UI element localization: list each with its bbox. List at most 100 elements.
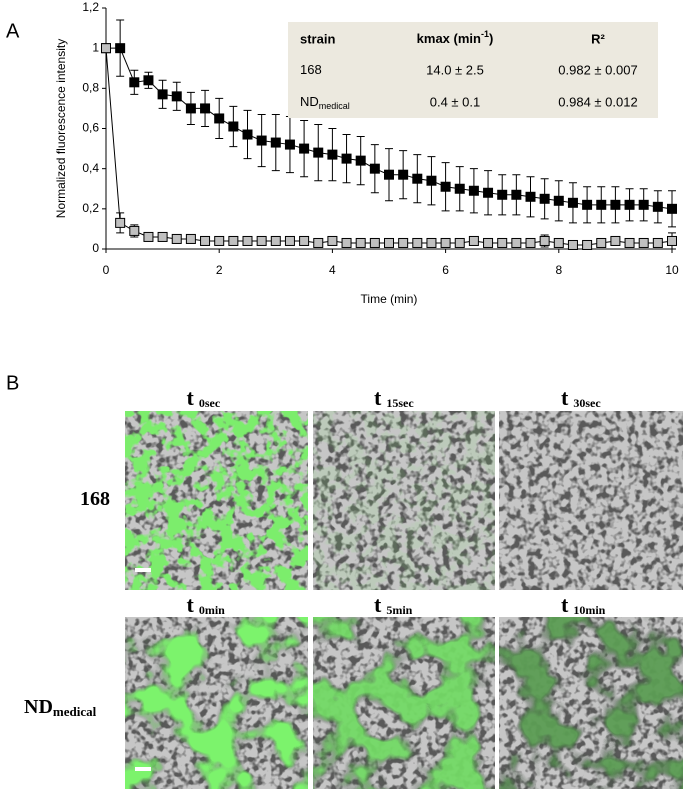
table-cell: 168 <box>300 62 322 77</box>
data-point <box>412 173 423 184</box>
data-point <box>327 235 338 246</box>
data-point <box>143 75 154 86</box>
data-point <box>384 237 394 248</box>
data-point <box>582 199 593 210</box>
time-t: t <box>187 592 195 617</box>
data-point <box>398 237 409 248</box>
data-point <box>652 237 663 248</box>
row-label-text: ND <box>24 696 53 718</box>
time-sub: 30sec <box>573 396 601 410</box>
table-cell: 0.982 ± 0.007 <box>558 62 637 77</box>
y-axis-label: Normalized fluorescence intensity <box>54 39 68 218</box>
y-tick-label: 0,8 <box>82 81 99 95</box>
data-point <box>638 237 649 248</box>
data-point <box>483 187 494 198</box>
time-sub: 0sec <box>199 396 221 410</box>
data-point <box>341 153 352 164</box>
y-tick-label: 0,4 <box>82 161 99 175</box>
time-t: t <box>187 385 195 410</box>
chart-panel: 0 0,2 0,4 0,6 0,8 1 1,2 0 2 4 6 8 10 Time (min) Normal… <box>54 0 679 306</box>
cell-tail: ) <box>489 31 493 46</box>
data-point <box>596 237 607 248</box>
data-point <box>171 91 182 102</box>
data-point <box>511 237 522 248</box>
y-tick-label: 1,2 <box>82 0 99 14</box>
data-point <box>256 135 267 146</box>
x-tick-label: 0 <box>103 263 110 277</box>
x-tick-label: 10 <box>665 263 679 277</box>
x-tick-label: 2 <box>216 263 223 277</box>
row-label: NDmedical <box>24 696 97 719</box>
scale-bar <box>135 767 151 771</box>
data-point <box>667 203 677 214</box>
time-sub: 5min <box>386 603 412 617</box>
table-cell: 14.0 ± 2.5 <box>426 62 484 77</box>
time-label: t 0min <box>187 592 226 617</box>
micrograph-green <box>313 411 495 590</box>
data-point <box>185 103 196 114</box>
data-point <box>143 231 154 242</box>
data-point <box>369 237 380 248</box>
data-point <box>115 43 126 54</box>
data-point <box>525 237 536 248</box>
data-point <box>483 237 494 248</box>
data-point <box>157 231 168 242</box>
data-point <box>284 139 295 150</box>
data-point <box>256 235 267 246</box>
time-label: t 15sec <box>374 385 414 410</box>
cell-sup: -1 <box>481 29 489 39</box>
data-point <box>369 163 380 174</box>
data-point <box>200 235 211 246</box>
data-point <box>355 155 366 166</box>
data-point <box>610 199 621 210</box>
micrograph-green <box>125 411 308 590</box>
data-point <box>284 235 295 246</box>
table-cell: strain <box>300 31 335 46</box>
data-point <box>468 235 479 246</box>
data-point <box>115 217 126 228</box>
data-point <box>553 195 564 206</box>
time-t: t <box>561 592 569 617</box>
data-point <box>129 225 140 236</box>
time-sub: 10min <box>573 603 605 617</box>
data-point <box>214 235 225 246</box>
data-point <box>539 235 550 246</box>
data-point <box>228 235 239 246</box>
data-point <box>497 237 508 248</box>
panel-label: B <box>6 372 19 394</box>
y-tick-label: 0,2 <box>82 201 99 215</box>
scale-bar <box>135 568 151 572</box>
cell-text: kmax (min <box>417 31 481 46</box>
x-tick-label: 6 <box>442 263 449 277</box>
panel-label: A <box>6 20 20 42</box>
data-point <box>355 237 366 248</box>
data-point <box>157 89 168 100</box>
data-point <box>214 113 225 124</box>
time-sub: 0min <box>199 603 225 617</box>
data-point <box>667 235 677 246</box>
data-point <box>426 175 437 186</box>
data-point <box>426 237 437 248</box>
time-label: t 5min <box>374 592 413 617</box>
data-point <box>567 239 578 250</box>
data-point <box>341 237 352 248</box>
cell-text: 168 <box>300 62 322 77</box>
data-point <box>412 237 423 248</box>
table-cell: 0.984 ± 0.012 <box>558 94 637 109</box>
x-tick-label: 4 <box>329 263 336 277</box>
data-point <box>525 191 536 202</box>
data-point <box>327 149 338 160</box>
time-label: t 0sec <box>187 385 221 410</box>
time-sub: 15sec <box>386 396 414 410</box>
time-t: t <box>374 385 382 410</box>
data-point <box>242 235 253 246</box>
data-point <box>129 77 140 88</box>
cell-text: ND <box>300 94 319 109</box>
data-point <box>638 199 649 210</box>
data-point <box>624 237 635 248</box>
micrograph-green <box>313 617 495 789</box>
data-point <box>511 189 522 200</box>
data-point <box>299 235 310 246</box>
y-tick-label: 0,6 <box>82 121 99 135</box>
